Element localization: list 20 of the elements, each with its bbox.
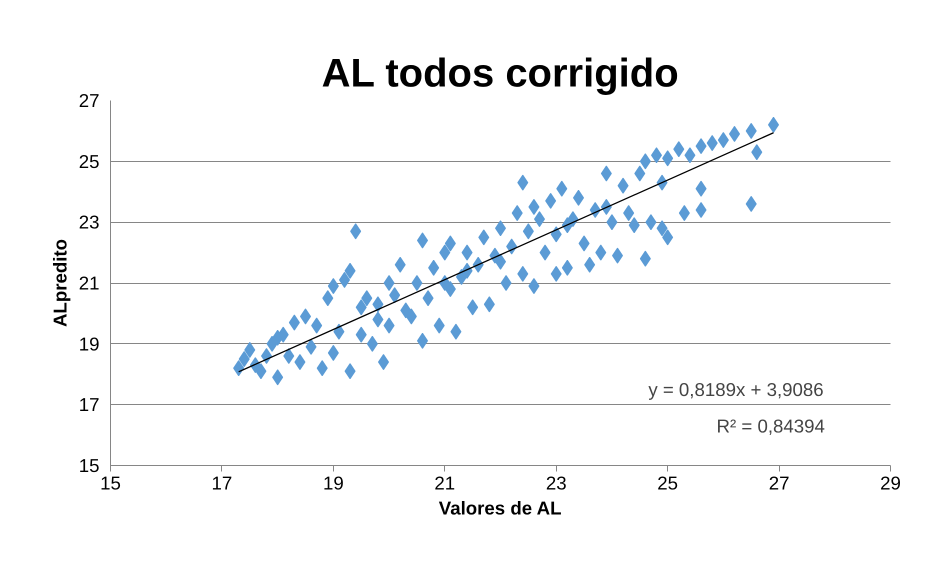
annotation: R² = 0,84394 <box>716 415 825 436</box>
y-axis-title: ALpredito <box>50 238 71 328</box>
y-tick-label: 25 <box>78 150 100 172</box>
y-tick-label: 15 <box>78 455 100 476</box>
x-tick-label: 15 <box>100 472 121 494</box>
x-tick-label: 19 <box>322 472 344 494</box>
y-tick-label: 21 <box>78 272 100 294</box>
x-axis-title: Valores de AL <box>438 498 562 518</box>
x-tick-label: 27 <box>768 472 790 494</box>
y-tick-label: 19 <box>78 333 100 354</box>
x-tick-label: 21 <box>434 472 456 494</box>
y-tick-label: 17 <box>78 394 100 416</box>
x-tick-label: 25 <box>657 472 678 494</box>
annotation: y = 0,8189x + 3,9086 <box>648 378 824 400</box>
x-tick-label: 17 <box>212 472 232 494</box>
chart-title: AL todos corrigido <box>322 52 679 96</box>
x-tick-label: 29 <box>880 472 901 494</box>
y-tick-label: 27 <box>78 90 100 111</box>
x-tick-label: 23 <box>546 472 567 494</box>
y-tick-label: 23 <box>78 212 100 233</box>
